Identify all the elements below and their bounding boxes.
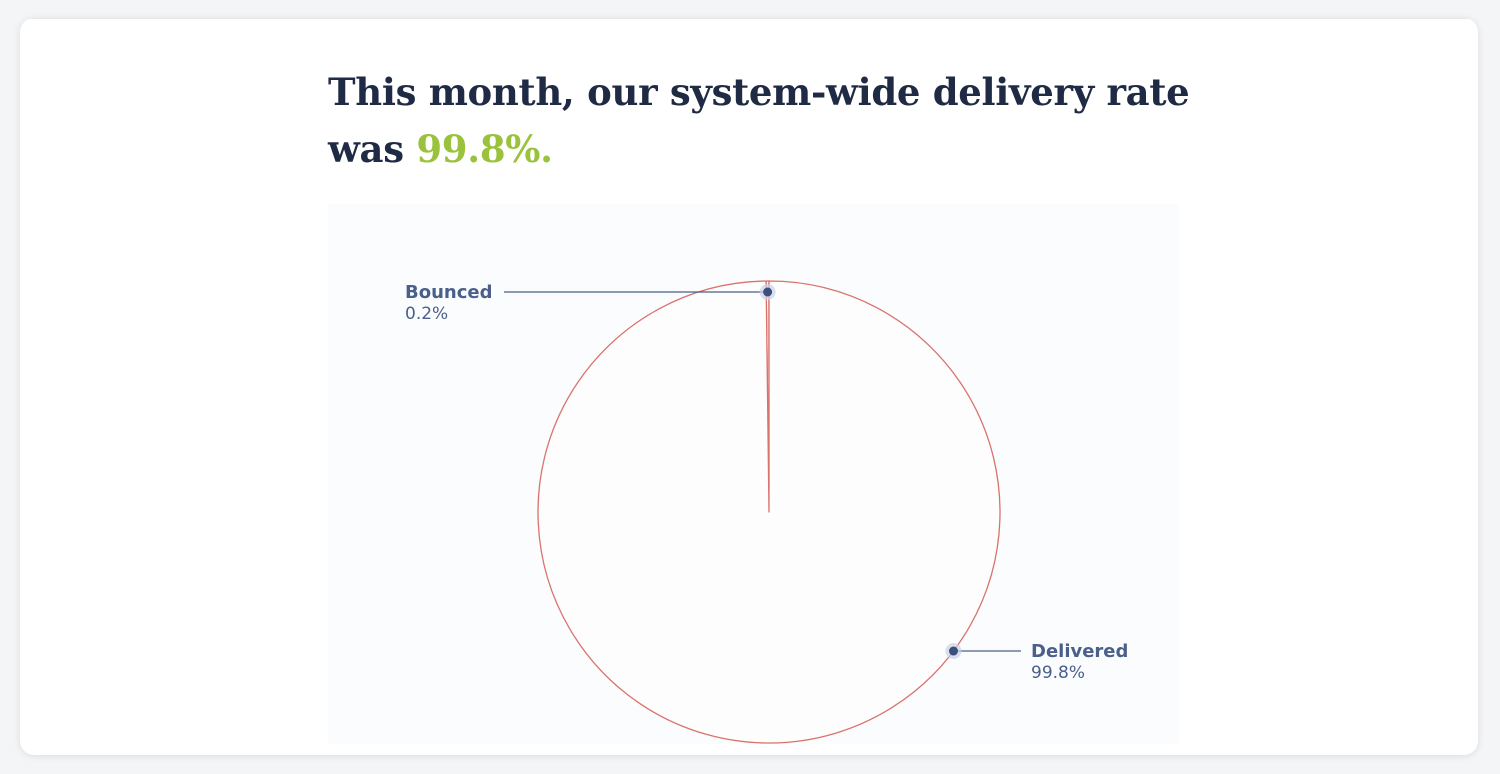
content-card: This month, our system-wide delivery rat… <box>20 18 1478 755</box>
slice-value-bounced: 0.2% <box>405 304 448 324</box>
slice-name-bounced: Bounced <box>405 282 492 303</box>
top-divider <box>20 18 1478 19</box>
pie-slice-delivered[interactable] <box>537 280 1001 744</box>
headline-text: This month, our system-wide delivery rat… <box>328 70 1190 171</box>
slice-value-delivered: 99.8% <box>1031 663 1085 683</box>
delivery-pie-chart: Bounced 0.2% Delivered 99.8% <box>328 204 1178 744</box>
marker-dot-bounced <box>763 287 773 297</box>
headline: This month, our system-wide delivery rat… <box>328 64 1208 178</box>
delivery-rate-highlight: 99.8%. <box>416 127 553 171</box>
marker-dot-delivered <box>948 646 958 656</box>
slice-name-delivered: Delivered <box>1031 641 1128 662</box>
